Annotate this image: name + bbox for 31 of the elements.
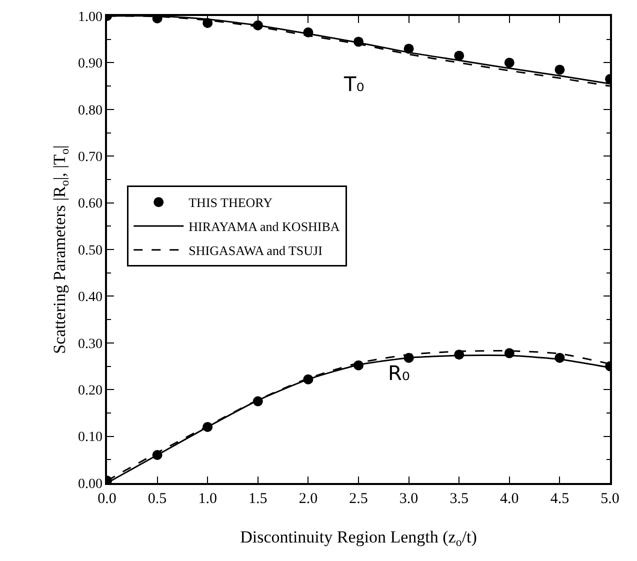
x-tick-label: 4.5 [550, 490, 570, 507]
x-tick-label: 5.0 [600, 490, 620, 507]
x-tick-label: 1.5 [248, 490, 268, 507]
y-tick-label: 0.80 [78, 103, 102, 118]
y-tick-label: 0.30 [78, 336, 102, 352]
y-tick-label: 0.40 [78, 290, 102, 306]
x-tick-label: 2.0 [298, 490, 318, 507]
y-tick-label: 0.00 [78, 476, 102, 492]
point [504, 58, 514, 68]
y-tick-label: 0.10 [78, 430, 102, 446]
x-tick-label: 0.0 [98, 490, 116, 507]
annotation: T₀ [343, 72, 364, 96]
y-tick-label: 0.60 [78, 196, 102, 212]
x-tick-label: 1.0 [198, 490, 217, 507]
point [454, 50, 464, 61]
y-tick-label: 0.20 [78, 384, 102, 398]
point [554, 64, 565, 75]
x-tick-label: 2.5 [349, 490, 368, 507]
y-tick-label: 1.00 [78, 10, 102, 25]
x-tick-label: 3.5 [450, 490, 468, 507]
legend-label: THIS THEORY [188, 195, 274, 210]
annotation: R₀ [388, 361, 410, 385]
x-tick-label: 3.0 [399, 490, 418, 507]
x-tick-label: 4.0 [500, 490, 519, 507]
y-tick-label: 0.90 [78, 56, 102, 72]
y-tick-label: 0.70 [78, 150, 102, 165]
x-axis-title: Discontinuity Region Length (z$_{o}$/t) [240, 528, 477, 550]
x-tick-label: 0.5 [148, 490, 167, 507]
legend-label: HIRAYAMA and KOSHIBA [188, 219, 340, 234]
legend-label: SHIGASAWA and TSUJI [188, 242, 322, 258]
y-tick-label: 0.50 [78, 243, 102, 258]
